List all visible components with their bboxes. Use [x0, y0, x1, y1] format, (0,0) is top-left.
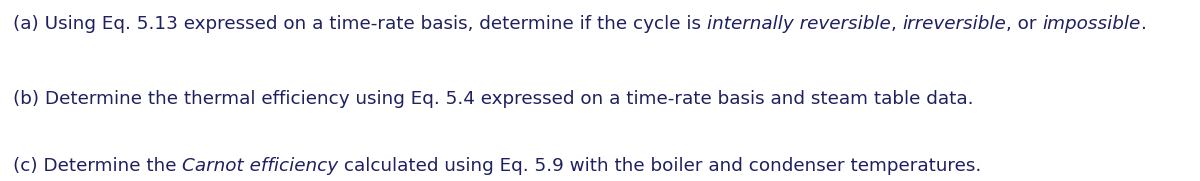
Text: calculated using Eq. 5.9 with the boiler and condenser temperatures.: calculated using Eq. 5.9 with the boiler… [338, 157, 982, 175]
Text: .: . [1141, 15, 1146, 33]
Text: ,: , [890, 15, 902, 33]
Text: (a) Using Eq. 5.13 expressed on a time-rate basis, determine if the cycle is: (a) Using Eq. 5.13 expressed on a time-r… [13, 15, 707, 33]
Text: impossible: impossible [1043, 15, 1141, 33]
Text: internally reversible: internally reversible [707, 15, 890, 33]
Text: , or: , or [1006, 15, 1043, 33]
Text: (c) Determine the: (c) Determine the [13, 157, 182, 175]
Text: Carnot efficiency: Carnot efficiency [182, 157, 338, 175]
Text: irreversible: irreversible [902, 15, 1006, 33]
Text: (b) Determine the thermal efficiency using Eq. 5.4 expressed on a time-rate basi: (b) Determine the thermal efficiency usi… [13, 90, 973, 108]
